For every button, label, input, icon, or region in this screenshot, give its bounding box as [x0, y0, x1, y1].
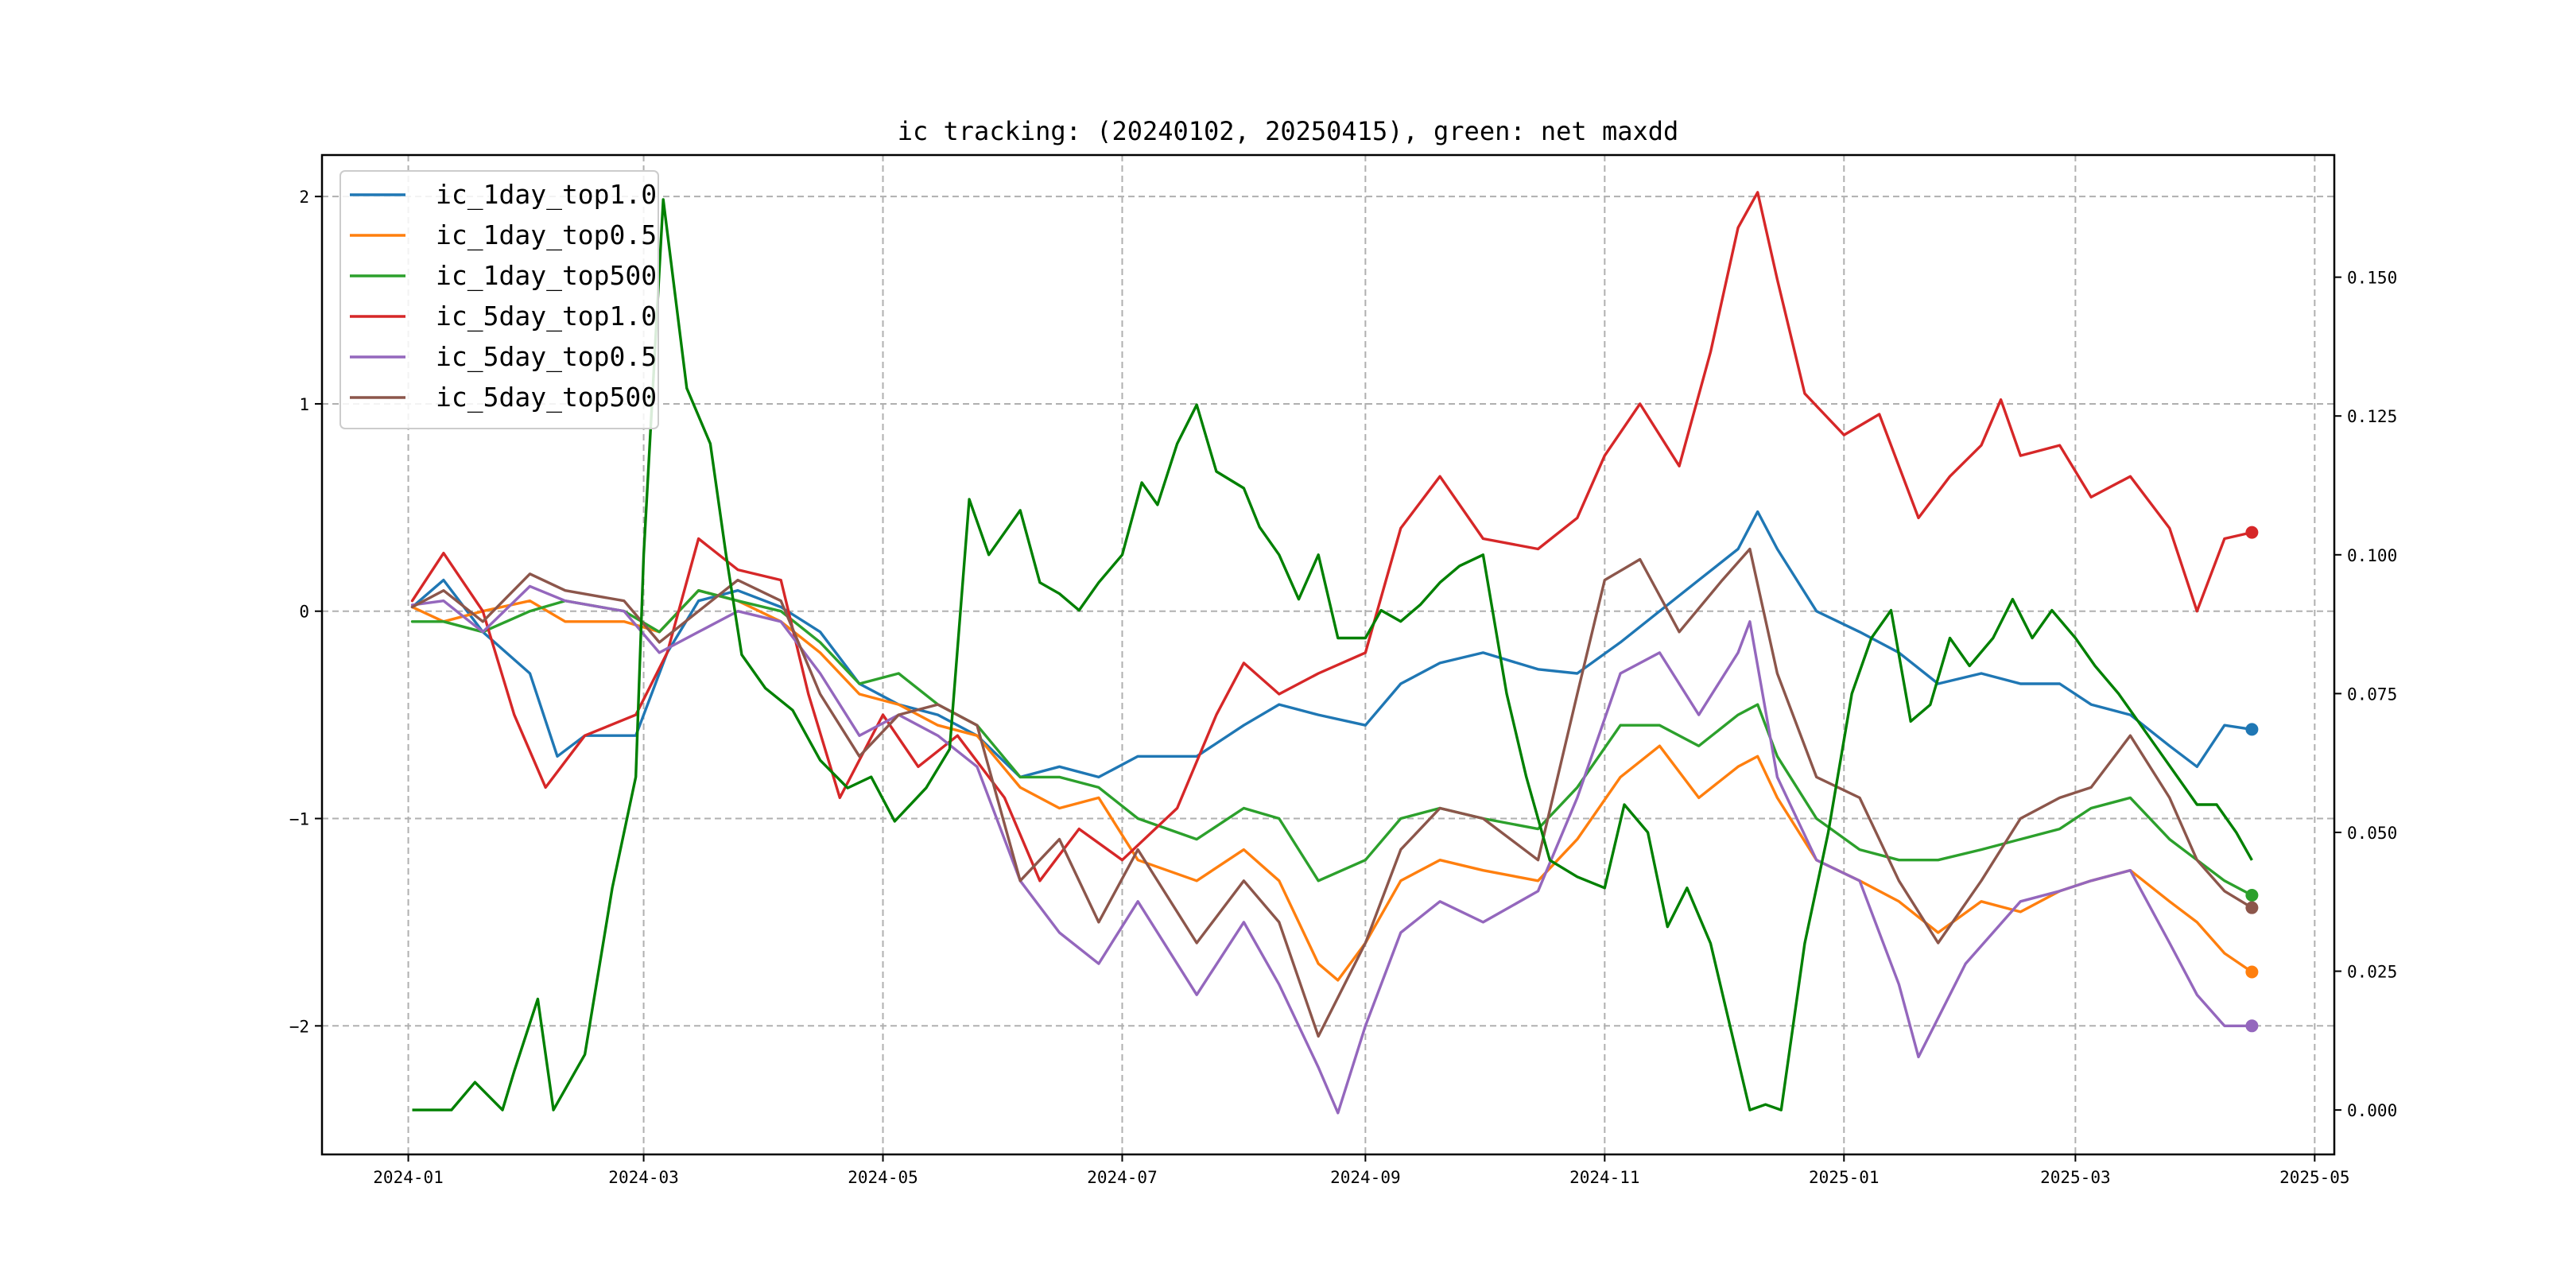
series-line-ic_1day_top500	[410, 589, 2254, 897]
x-tick-label: 2024-01	[373, 1168, 444, 1187]
series-end-marker	[2245, 889, 2259, 902]
x-tick-label: 2024-07	[1087, 1168, 1158, 1187]
y-right-tick-label: 0.150	[2347, 269, 2397, 288]
x-tick-label: 2025-05	[2279, 1168, 2350, 1187]
x-tick-label: 2024-11	[1569, 1168, 1640, 1187]
series-end-marker	[2245, 965, 2259, 979]
y-left-axis-ticks: −2 −1 0 1 2	[289, 188, 322, 1036]
series-end-marker	[2245, 1019, 2259, 1033]
x-axis-ticks: 2024-01 2024-03 2024-05 2024-07 2024-09 2024-…	[373, 1154, 2350, 1187]
y-left-tick-label: 0	[299, 603, 309, 622]
x-tick-label: 2024-03	[608, 1168, 679, 1187]
series-end-marker	[2245, 526, 2259, 539]
x-tick-label: 2025-03	[2040, 1168, 2111, 1187]
y-right-axis-ticks: 0.000 0.025 0.050 0.075 0.100 0.125 0.150	[2334, 269, 2397, 1120]
series-line-ic_1day_top1-0	[410, 510, 2254, 779]
y-left-tick-label: −2	[289, 1017, 309, 1036]
chart-title: ic tracking: (20240102, 20250415), green…	[898, 116, 1679, 146]
legend-label: ic_5day_top1.0	[436, 301, 657, 332]
x-tick-label: 2024-05	[848, 1168, 918, 1187]
plot-frame	[320, 153, 2336, 1156]
y-right-tick-label: 0.050	[2347, 824, 2397, 843]
legend-label: ic_5day_top0.5	[436, 341, 657, 373]
series-end-marker	[2245, 901, 2259, 914]
legend-label: ic_1day_top1.0	[436, 179, 657, 211]
legend-label: ic_5day_top500	[436, 382, 657, 413]
series-end-marker	[2245, 723, 2259, 736]
net-maxdd-line	[412, 198, 2253, 1111]
legend-label: ic_1day_top0.5	[436, 219, 657, 251]
y-right-tick-label: 0.000	[2347, 1101, 2397, 1120]
x-tick-label: 2025-01	[1809, 1168, 1880, 1187]
series-line-ic_5day_top1-0	[410, 191, 2254, 883]
series-line-ic_5day_top500	[410, 547, 2254, 1038]
legend: ic_1day_top1.0 ic_1day_top0.5 ic_1day_top5…	[339, 170, 659, 429]
legend-label: ic_1day_top500	[436, 260, 657, 292]
x-tick-label: 2024-09	[1330, 1168, 1401, 1187]
legend-box	[339, 170, 659, 429]
y-left-tick-label: 2	[299, 188, 309, 207]
y-right-tick-label: 0.075	[2347, 685, 2397, 704]
y-left-tick-label: −1	[289, 810, 309, 829]
series-line-ic_5day_top0-5	[410, 584, 2254, 1115]
series-line-ic_1day_top0-5	[410, 589, 2254, 982]
y-right-tick-label: 0.100	[2347, 546, 2397, 565]
series-lines	[410, 191, 2259, 1115]
y-left-tick-label: 1	[299, 395, 309, 414]
y-right-tick-label: 0.025	[2347, 963, 2397, 982]
y-right-tick-label: 0.125	[2347, 407, 2397, 426]
